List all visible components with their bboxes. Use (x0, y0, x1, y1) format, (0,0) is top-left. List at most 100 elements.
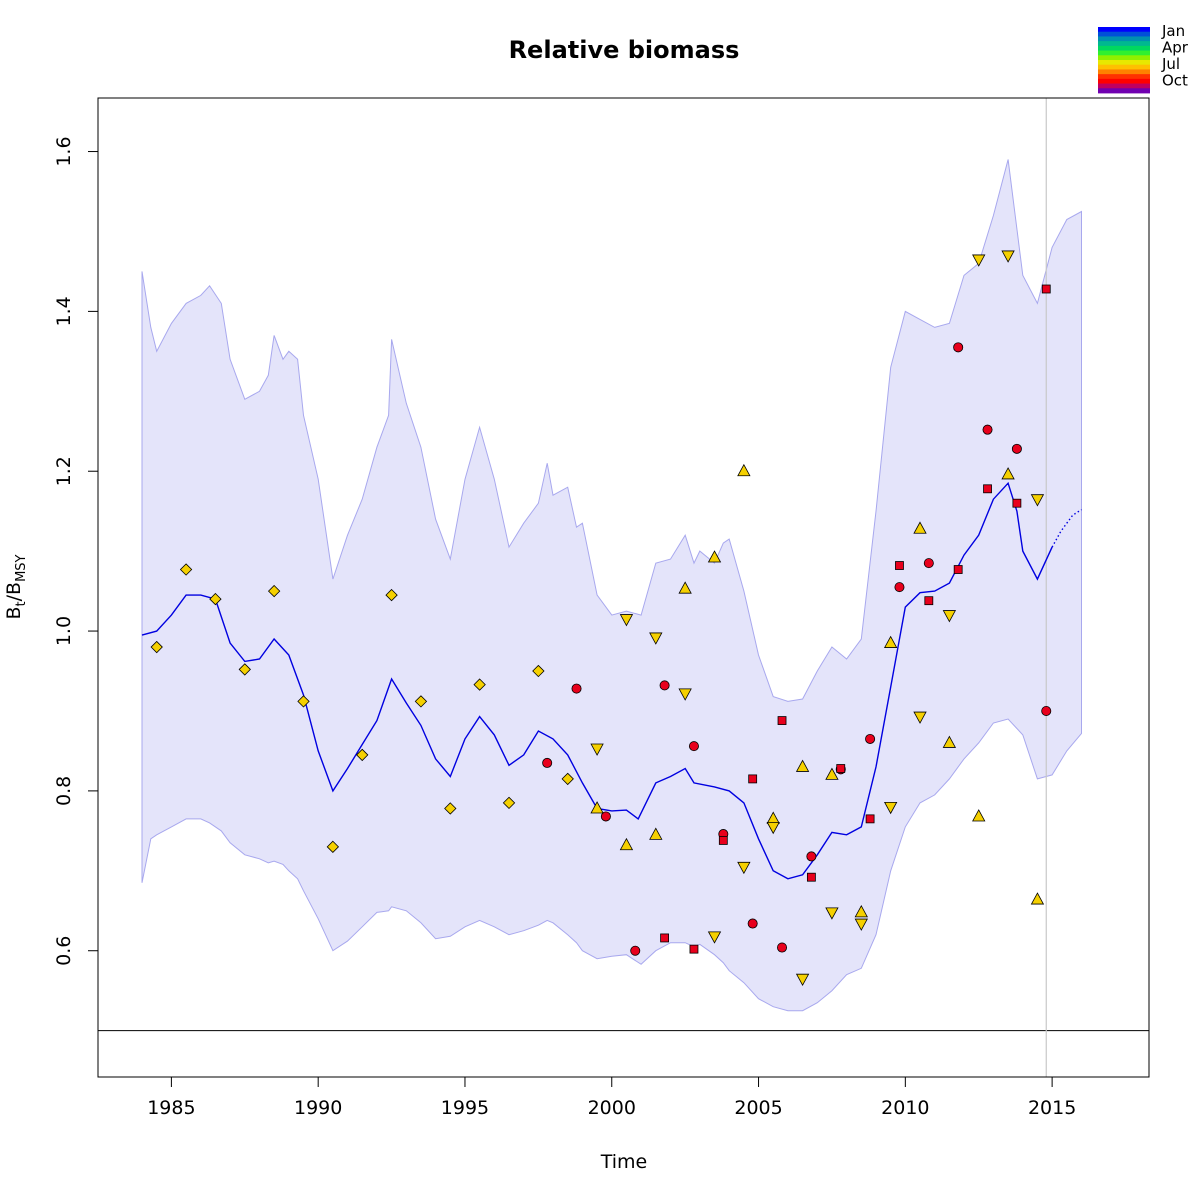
point-square (806, 872, 816, 882)
point-square (1041, 284, 1051, 294)
x-tick-label: 1995 (441, 1097, 489, 1119)
point-circle (953, 342, 964, 353)
point-square (836, 764, 846, 773)
point-square (660, 933, 670, 943)
legend-color-swatch (1098, 64, 1150, 70)
y-tick-label: 0.8 (53, 776, 75, 806)
point-diamond (502, 796, 516, 810)
point-triangle-down (649, 632, 663, 645)
x-tick-label: 1985 (147, 1097, 195, 1119)
legend-label: Jan (1161, 22, 1185, 40)
point-triangle-up (1001, 467, 1015, 480)
x-tick-label: 1990 (294, 1097, 342, 1119)
point-triangle-down (854, 918, 868, 931)
point-triangle-up (1030, 892, 1045, 905)
point-square (777, 716, 787, 725)
y-tick-label: 1.4 (53, 296, 75, 326)
point-circle (571, 683, 582, 694)
point-triangle-down (766, 821, 780, 835)
point-diamond (444, 802, 457, 815)
point-triangle-down (825, 907, 839, 920)
point-triangle-up (649, 827, 663, 840)
point-circle (806, 851, 817, 862)
legend-color-swatch (1098, 45, 1150, 51)
confidence-band (141, 159, 1082, 1012)
point-circle (600, 811, 611, 822)
point-triangle-up (825, 767, 839, 780)
point-diamond (238, 663, 251, 676)
point-circle (630, 945, 641, 956)
legend-label: Jul (1161, 55, 1180, 73)
series-line-projection (1051, 509, 1082, 548)
point-triangle-down (883, 801, 898, 815)
biomass-lines (141, 481, 1082, 880)
point-circle (777, 942, 788, 953)
point-triangle-up (972, 809, 986, 822)
y-axis-label: Bt/BMSY (3, 554, 29, 619)
point-triangle-up (854, 905, 868, 918)
x-axis-label: Time (600, 1151, 648, 1173)
legend-color-swatch (1098, 69, 1150, 75)
point-triangle-up (913, 521, 927, 534)
plot-area (97, 97, 1150, 1078)
point-triangle-down (678, 688, 692, 701)
x-tick-label: 2000 (588, 1097, 636, 1119)
point-circle (865, 733, 876, 744)
y-tick-label: 1.2 (53, 456, 75, 486)
y-label-base: B (3, 606, 25, 619)
legend-color-swatch (1098, 27, 1150, 33)
point-triangle-up (678, 581, 692, 594)
y-axis: 0.6 0.8 1.0 1.2 1.4 1.6 (53, 136, 99, 966)
point-circle (688, 741, 699, 752)
point-triangle-down (942, 610, 957, 623)
point-square (895, 561, 904, 570)
legend-color-swatch (1098, 60, 1150, 66)
point-circle (542, 757, 553, 768)
legend-color-swatch (1098, 55, 1150, 61)
legend-color-swatch (1098, 83, 1150, 89)
legend-color-swatch (1098, 74, 1150, 80)
point-circle (894, 582, 905, 593)
point-square (748, 774, 758, 784)
point-diamond (385, 588, 398, 602)
point-triangle-down (1030, 494, 1045, 507)
legend-color-swatch (1098, 50, 1150, 56)
point-triangle-up (883, 635, 898, 648)
x-tick-label: 2005 (734, 1097, 782, 1119)
point-diamond (473, 678, 486, 691)
point-square (924, 596, 934, 606)
x-tick-label: 2010 (881, 1097, 929, 1119)
point-diamond (414, 695, 428, 708)
legend-color-swatch (1098, 88, 1150, 94)
point-diamond (209, 592, 222, 606)
point-diamond (561, 772, 574, 786)
point-square (865, 814, 875, 824)
y-label-sub2: MSY (14, 554, 29, 581)
chart-title: Relative biomass (509, 36, 740, 64)
point-diamond (532, 664, 545, 678)
point-diamond (267, 584, 281, 598)
y-tick-label: 1.0 (53, 616, 75, 646)
point-circle (1011, 443, 1022, 454)
y-tick-label: 0.6 (53, 936, 75, 966)
point-triangle-up (795, 759, 810, 772)
legend-label: Oct (1162, 72, 1188, 90)
point-triangle-down (707, 931, 722, 944)
point-square (1012, 498, 1022, 508)
legend-color-swatch (1098, 78, 1150, 84)
x-tick-label: 2015 (1028, 1097, 1076, 1119)
point-square (689, 944, 699, 954)
point-triangle-up (737, 463, 751, 477)
point-triangle-down (590, 743, 604, 756)
point-triangle-up (707, 550, 722, 563)
point-circle (1041, 705, 1052, 716)
point-circle (982, 424, 993, 435)
point-square (983, 484, 992, 494)
point-triangle-up (942, 735, 957, 748)
series-line-biomass (141, 481, 1053, 880)
point-square (953, 565, 963, 574)
point-triangle-down (1001, 250, 1015, 263)
point-triangle-down (913, 711, 927, 724)
